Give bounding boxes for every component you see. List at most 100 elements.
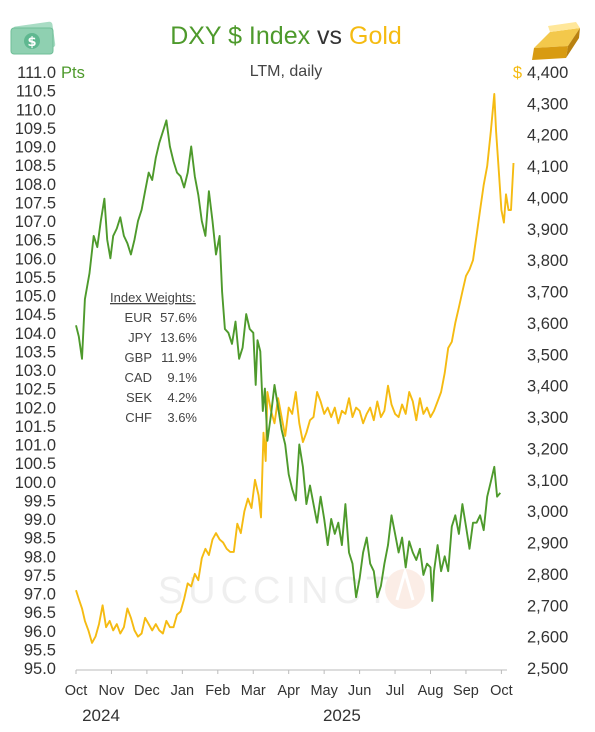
left-tick-label: 102.0 [15, 399, 56, 417]
left-tick-label: 105.5 [15, 269, 56, 287]
x-tick-label: May [310, 683, 338, 699]
left-tick-label: 103.0 [15, 362, 56, 380]
right-tick-label: 4,000 [527, 189, 568, 207]
left-tick-label: 97.5 [24, 567, 56, 585]
weight-value: 11.9% [161, 350, 197, 365]
right-tick-label: 2,600 [527, 629, 568, 647]
gold-series-line [75, 93, 515, 644]
left-tick-label: 101.0 [15, 437, 56, 455]
left-tick-label: 110.5 [16, 83, 56, 101]
right-tick-label: 2,800 [527, 566, 568, 584]
title-dxy: DXY $ Index [170, 22, 310, 50]
right-tick-label: 3,200 [527, 440, 568, 458]
right-tick-label: 4,300 [527, 95, 568, 113]
chart-subtitle: LTM, daily [250, 63, 323, 80]
weight-currency: GBP [125, 350, 152, 365]
left-tick-label: 101.5 [15, 418, 56, 436]
series-layer [75, 93, 515, 644]
right-tick-label: 3,700 [527, 284, 568, 302]
right-tick-label: 3,100 [527, 472, 568, 490]
weight-value: 4.2% [167, 390, 197, 405]
svg-text:$: $ [27, 35, 36, 50]
x-axis: Oct Nov Dec Jan Feb Mar Apr May Jun Jul Aug Sep Oct 2… [65, 669, 513, 725]
weight-currency: JPY [128, 330, 152, 345]
x-tick-label: Apr [277, 683, 300, 699]
right-tick-label: 4,100 [527, 158, 568, 176]
right-tick-label: 3,500 [527, 346, 568, 364]
left-tick-label: 108.0 [15, 176, 56, 194]
weight-value: 9.1% [167, 370, 197, 385]
left-axis: 95.095.596.096.597.097.598.098.599.099.5… [15, 64, 56, 678]
x-tick-label: Oct [490, 683, 513, 699]
dxy-series-line [75, 119, 502, 602]
watermark-logo-icon [385, 566, 425, 609]
right-tick-label: 3,300 [527, 409, 568, 427]
left-tick-label: 107.0 [15, 213, 56, 231]
x-tick-label: Feb [205, 683, 230, 699]
right-tick-label: 3,000 [527, 503, 568, 521]
right-axis: 2,500 2,600 2,700 2,800 2,900 3,000 3,100 3,200… [527, 64, 568, 678]
left-tick-label: 110.0 [16, 101, 56, 119]
right-tick-label: 2,500 [527, 660, 568, 678]
left-tick-label: 102.5 [15, 381, 56, 399]
left-tick-label: 104.5 [15, 306, 56, 324]
title-gold: Gold [349, 22, 402, 50]
x-tick-label: Mar [241, 683, 266, 699]
index-weights-title: Index Weights: [110, 290, 196, 305]
year-label: 2025 [323, 706, 361, 725]
weight-value: 57.6% [160, 310, 197, 325]
left-tick-label: 100.0 [15, 474, 56, 492]
left-tick-label: 99.0 [24, 511, 56, 529]
right-tick-label: 3,400 [527, 378, 568, 396]
left-tick-label: 106.0 [15, 250, 56, 268]
left-tick-label: 109.0 [15, 139, 56, 157]
x-tick-label: Nov [99, 683, 126, 699]
weight-value: 13.6% [160, 330, 197, 345]
weight-currency: SEK [126, 390, 152, 405]
right-tick-label: 3,800 [527, 252, 568, 270]
x-tick-label: Dec [134, 683, 160, 699]
left-tick-label: 107.5 [15, 194, 56, 212]
index-weights-box: Index Weights: EUR 57.6% JPY 13.6% GBP 11.9% C… [110, 290, 197, 425]
x-tick-label: Jan [171, 683, 194, 699]
right-tick-label: 4,400 [527, 64, 568, 82]
left-axis-unit: Pts [61, 64, 85, 82]
right-tick-label: 3,900 [527, 221, 568, 239]
left-tick-label: 108.5 [15, 157, 56, 175]
right-tick-label: 4,200 [527, 127, 568, 145]
left-tick-label: 105.0 [15, 288, 56, 306]
left-tick-label: 109.5 [15, 120, 56, 138]
left-tick-label: 95.5 [24, 641, 56, 659]
left-tick-label: 99.5 [24, 492, 56, 510]
weight-currency: CAD [125, 370, 152, 385]
x-tick-label: Oct [65, 683, 88, 699]
left-tick-label: 96.0 [24, 623, 56, 641]
title-vs: vs [310, 22, 349, 50]
left-tick-label: 97.0 [24, 586, 56, 604]
left-tick-label: 98.5 [24, 530, 56, 548]
watermark: SUCCINCT [158, 566, 425, 612]
x-tick-label: Aug [418, 683, 444, 699]
right-tick-label: 2,700 [527, 597, 568, 615]
right-tick-label: 3,600 [527, 315, 568, 333]
chart-title: DXY $ Index vs Gold [170, 22, 402, 50]
weight-value: 3.6% [167, 410, 197, 425]
left-tick-label: 104.0 [15, 325, 56, 343]
right-axis-unit: $ [513, 64, 522, 82]
gold-bar-icon [532, 22, 580, 60]
x-tick-label: Sep [453, 683, 479, 699]
left-tick-label: 111.0 [17, 64, 56, 82]
left-tick-label: 95.0 [24, 660, 56, 678]
left-tick-label: 98.0 [24, 548, 56, 566]
weight-currency: CHF [125, 410, 152, 425]
dollar-banknote-icon: $ [10, 21, 56, 55]
right-tick-label: 2,900 [527, 535, 568, 553]
x-tick-label: Jul [386, 683, 405, 699]
left-tick-label: 96.5 [24, 604, 56, 622]
x-tick-label: Jun [348, 683, 371, 699]
left-tick-label: 103.5 [15, 343, 56, 361]
weight-currency: EUR [125, 310, 152, 325]
left-tick-label: 106.5 [15, 232, 56, 250]
year-label: 2024 [82, 706, 120, 725]
